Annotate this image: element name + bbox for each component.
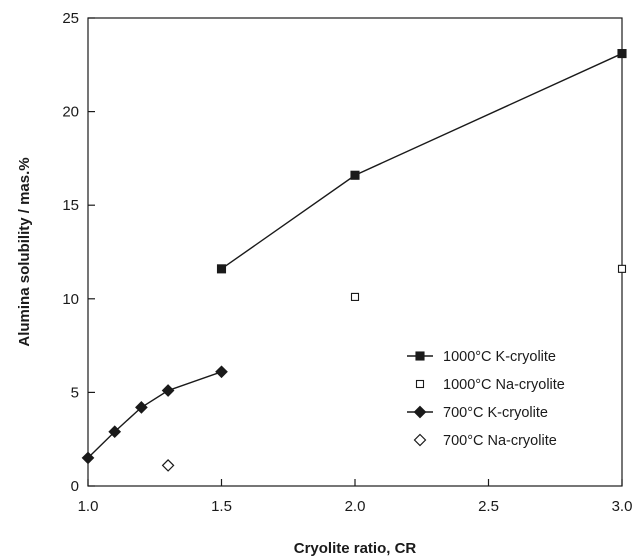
series-0 [216, 49, 627, 274]
y-tick-label: 25 [62, 10, 79, 27]
x-tick-label: 2.0 [345, 498, 366, 515]
series-1 [350, 264, 627, 301]
legend-label: 1000°C Na-cryolite [443, 377, 565, 393]
legend: 1000°C K-cryolite 1000°C Na-cryolite 700°C… [407, 349, 565, 449]
y-tick-label: 15 [62, 197, 79, 214]
data-point [350, 170, 360, 180]
x-tick-label: 2.5 [478, 498, 499, 515]
legend-marker [413, 433, 427, 447]
y-tick-label: 10 [62, 291, 79, 308]
legend-marker [415, 351, 425, 361]
x-axis-title: Cryolite ratio, CR [294, 540, 417, 557]
data-point [215, 365, 228, 379]
data-point [350, 292, 360, 301]
data-point [108, 425, 122, 439]
legend-item-3: 700°C Na-cryolite [413, 433, 557, 449]
y-tick-label: 0 [71, 478, 79, 495]
x-tick-label: 3.0 [612, 498, 633, 515]
series-2 [81, 365, 228, 465]
legend-marker [413, 405, 427, 419]
data-point [216, 264, 227, 274]
y-tick-label: 20 [62, 104, 79, 121]
legend-item-1: 1000°C Na-cryolite [415, 377, 565, 393]
y-axis-title: Alumina solubility / mas.% [16, 157, 33, 346]
data-point [135, 401, 148, 414]
series-line [87, 371, 222, 459]
data-point [81, 451, 95, 465]
y-tick-label: 5 [71, 384, 79, 401]
data-point [161, 384, 175, 397]
legend-label: 1000°C K-cryolite [443, 349, 556, 365]
x-tick-label: 1.0 [78, 498, 99, 515]
legend-label: 700°C K-cryolite [443, 405, 548, 421]
legend-item-0: 1000°C K-cryolite [407, 349, 556, 365]
plot-area: 0 5 10 15 20 25 1.0 1.5 2.0 2.5 3.0 [62, 10, 632, 515]
x-tick-label: 1.5 [211, 498, 232, 515]
series-3 [161, 459, 175, 472]
legend-label: 700°C Na-cryolite [443, 433, 557, 449]
data-point [161, 459, 175, 472]
legend-marker [415, 379, 425, 389]
data-point [617, 264, 627, 273]
series-line [221, 52, 623, 270]
legend-item-2: 700°C K-cryolite [407, 405, 548, 421]
data-point [617, 49, 627, 59]
